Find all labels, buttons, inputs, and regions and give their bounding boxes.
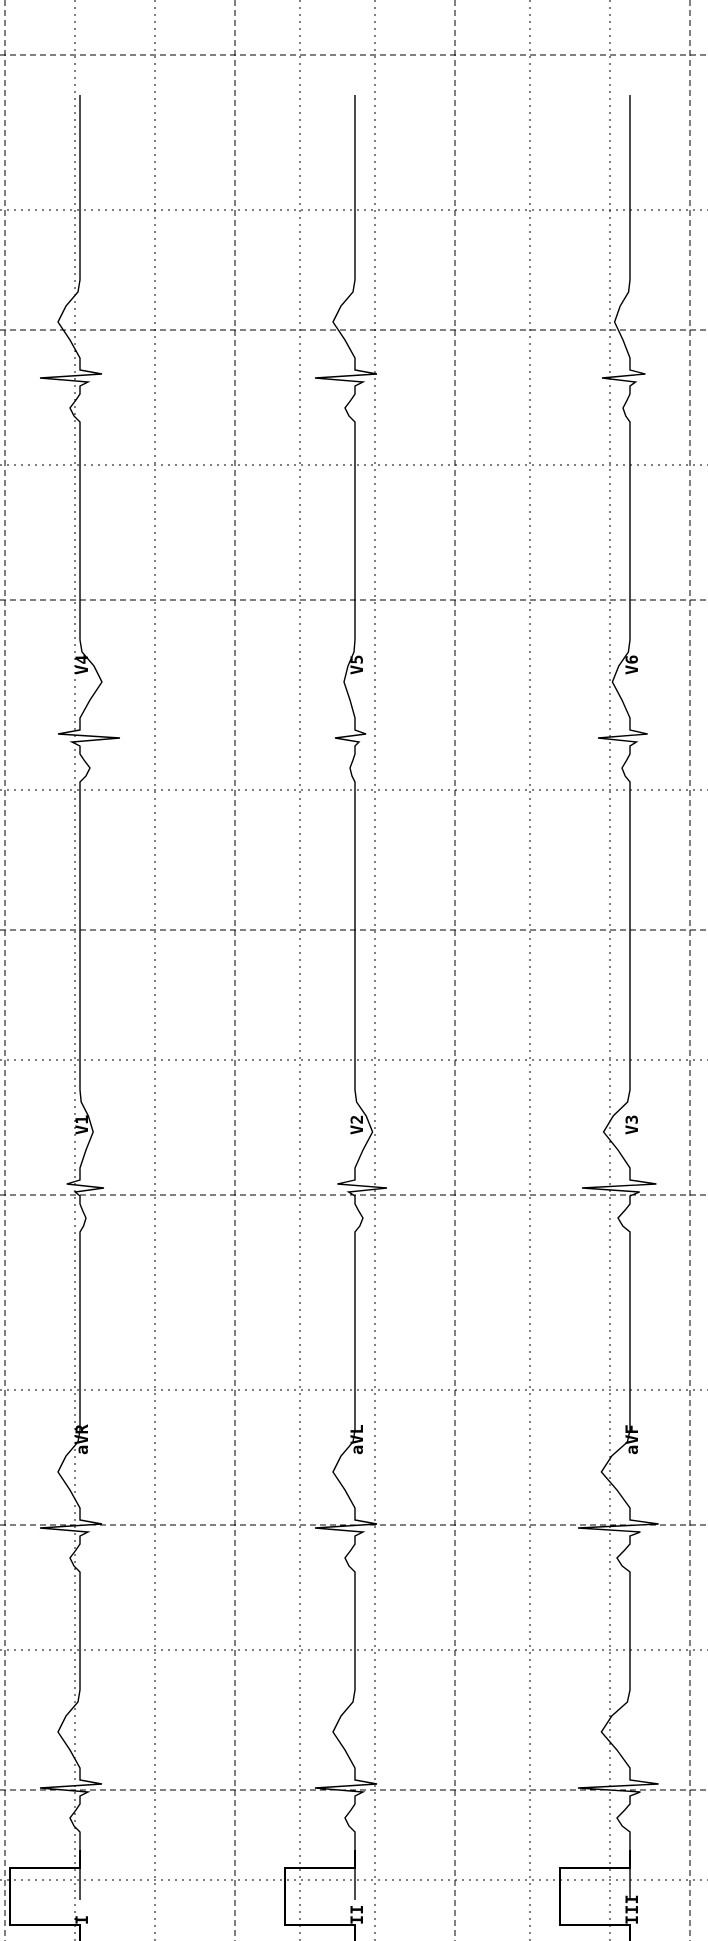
ecg-trace-aVL: [334, 490, 367, 850]
lead-label-V6: V6: [623, 655, 643, 675]
ecg-trace-aVR: [57, 490, 121, 850]
ecg-traces: [39, 95, 659, 1900]
lead-label-I: I: [73, 1915, 93, 1925]
calibration-pulse: [284, 1850, 356, 1941]
ecg-trace-II: [314, 95, 378, 490]
lead-label-aVR: aVR: [73, 1424, 93, 1455]
calibration-pulses: [9, 1850, 631, 1941]
lead-label-V5: V5: [348, 655, 368, 675]
calibration-pulse: [559, 1850, 631, 1941]
lead-label-V1: V1: [73, 1115, 93, 1135]
ecg-trace-I: [39, 95, 103, 490]
ecg-trace-III: [601, 95, 646, 490]
ecg-trace-V1: [66, 850, 105, 1300]
lead-label-V4: V4: [73, 655, 93, 675]
calibration-pulse: [9, 1850, 81, 1941]
ecg-trace-V3: [581, 850, 657, 1300]
lead-label-V3: V3: [623, 1115, 643, 1135]
ecg-trace-aVF: [597, 490, 648, 850]
lead-label-II: II: [348, 1905, 368, 1925]
ecg-trace-V6: [577, 1300, 659, 1900]
lead-label-aVF: aVF: [623, 1424, 643, 1455]
lead-label-aVL: aVL: [348, 1424, 368, 1455]
ecg-trace-V5: [314, 1300, 378, 1900]
lead-label-III: III: [623, 1894, 643, 1925]
lead-label-V2: V2: [348, 1115, 368, 1135]
ecg-trace-V2: [337, 850, 388, 1300]
ecg-trace-V4: [39, 1300, 103, 1900]
